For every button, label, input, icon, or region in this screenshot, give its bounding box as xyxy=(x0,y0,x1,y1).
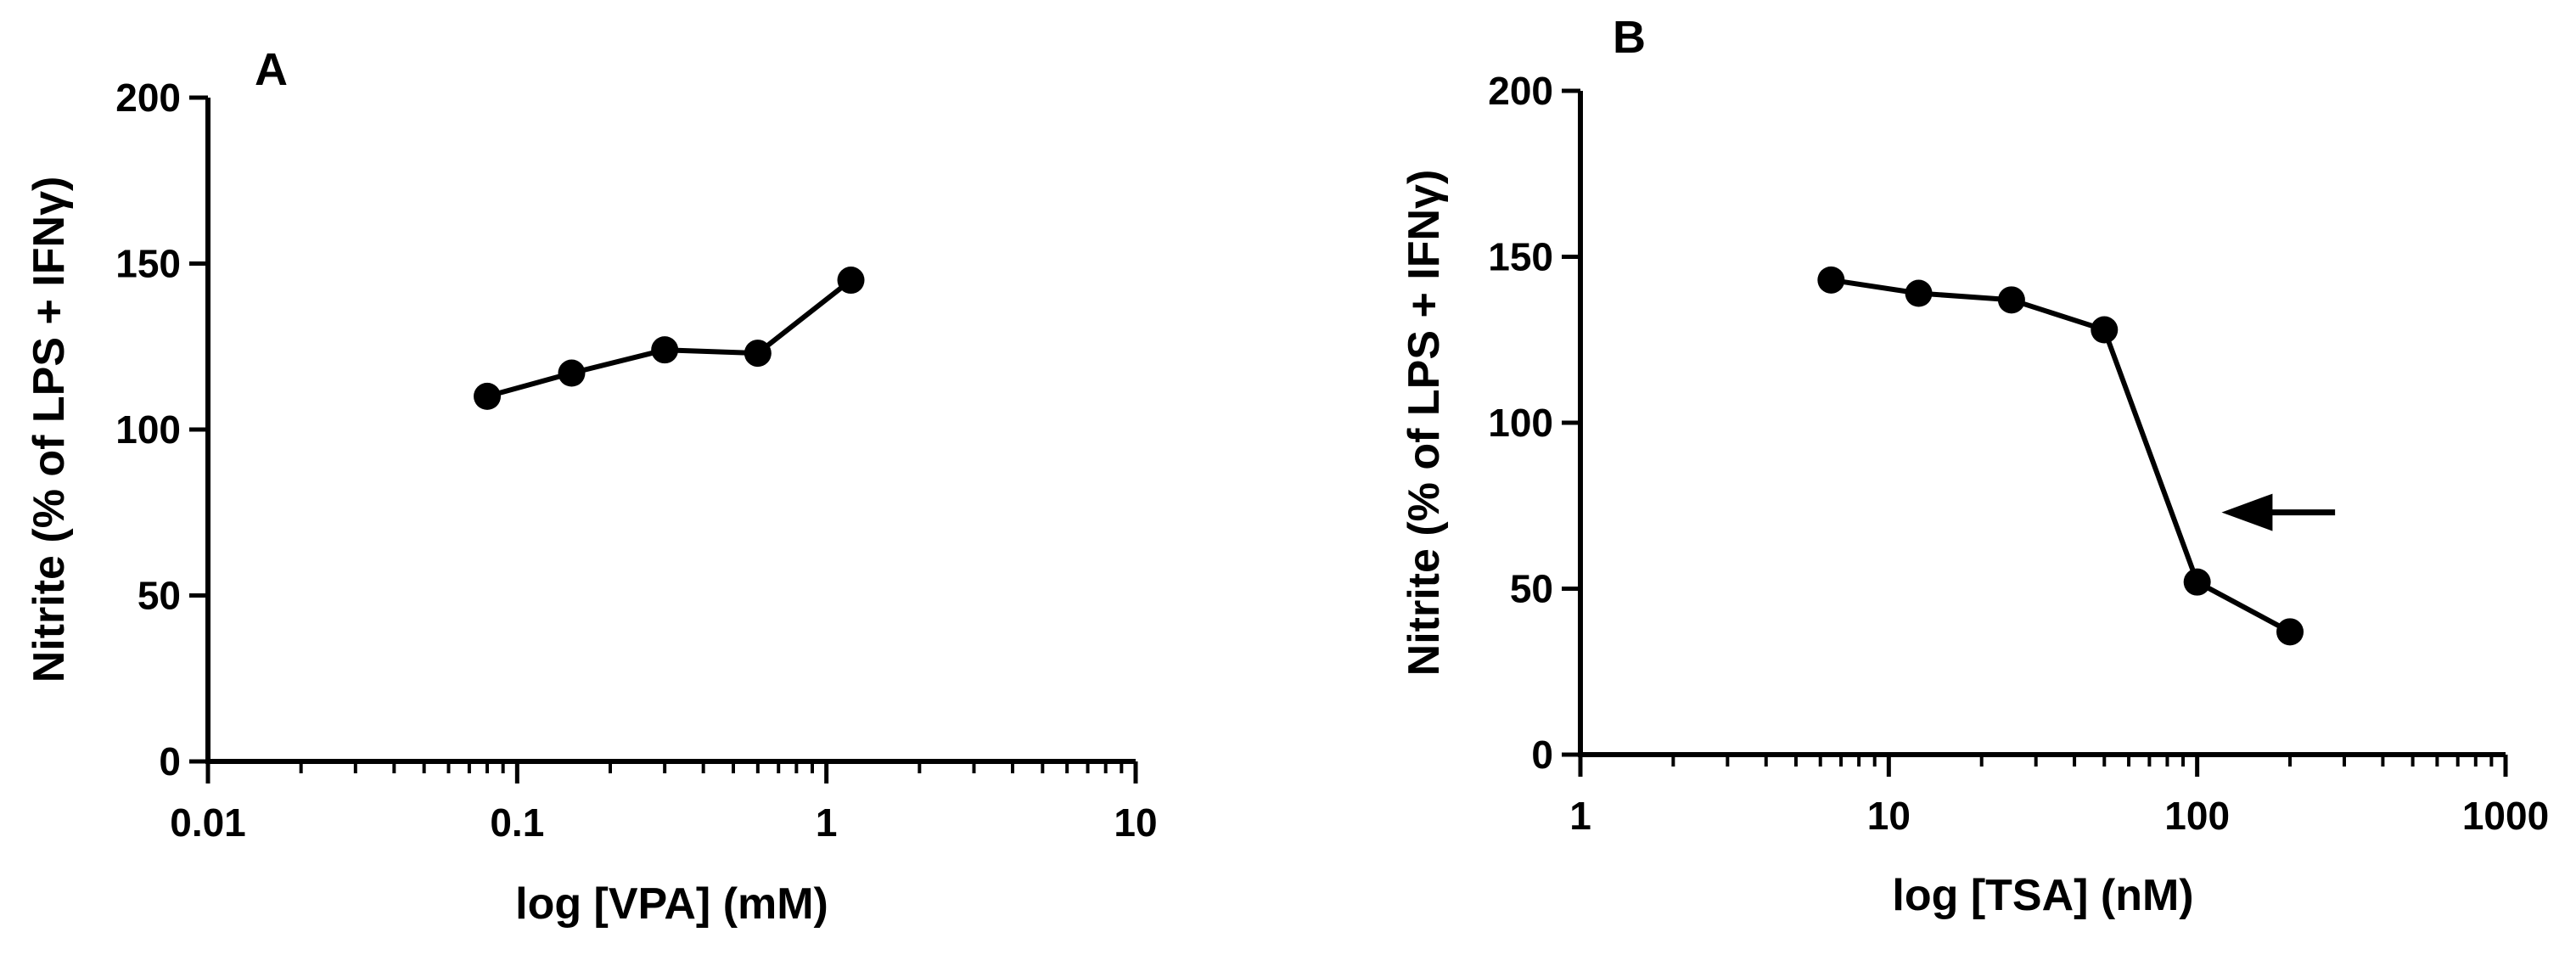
x-tick-label: 1000 xyxy=(2462,794,2549,838)
data-point xyxy=(1905,279,1933,307)
y-axis-label: Nitrite (% of LPS + IFNγ) xyxy=(1400,170,1449,677)
x-tick-label: 1 xyxy=(816,800,838,845)
y-tick-label: 50 xyxy=(1510,567,1553,611)
x-axis-label: log [TSA] (nM) xyxy=(1892,871,2193,920)
y-tick-label: 150 xyxy=(115,242,181,286)
data-point xyxy=(558,359,586,387)
x-axis-label: log [VPA] (mM) xyxy=(515,879,828,929)
y-tick-label: 100 xyxy=(1488,401,1553,445)
y-tick-label: 200 xyxy=(115,76,181,120)
arrow-head xyxy=(2221,493,2273,531)
data-point xyxy=(1997,286,2025,314)
x-tick-label: 0.1 xyxy=(490,800,544,845)
y-tick-label: 50 xyxy=(137,574,181,618)
y-tick-label: 200 xyxy=(1488,69,1553,113)
data-point xyxy=(744,340,772,368)
y-tick-label: 0 xyxy=(159,739,181,783)
data-point xyxy=(2276,618,2304,646)
series-line xyxy=(1830,277,2292,634)
y-tick-label: 150 xyxy=(1488,235,1553,279)
chart-panel-b: 0 50 100 150 200 1 10 100 1000 log [TSA] (nM) Nitr… xyxy=(1400,12,2549,920)
y-tick-label: 0 xyxy=(1531,733,1553,777)
y-tick-label: 100 xyxy=(115,407,181,452)
arrow-annotation xyxy=(2221,493,2336,531)
data-point xyxy=(837,267,865,295)
x-tick-label: 100 xyxy=(2164,794,2230,838)
y-axis-label: Nitrite (% of LPS + IFNγ) xyxy=(25,177,74,683)
data-point xyxy=(651,336,679,364)
x-tick-label: 1 xyxy=(1569,794,1591,838)
x-tick-label: 0.01 xyxy=(170,800,246,845)
data-point xyxy=(474,382,502,410)
x-tick-label: 10 xyxy=(1114,800,1157,845)
x-tick-label: 10 xyxy=(1867,794,1911,838)
data-point xyxy=(2091,316,2119,344)
data-point xyxy=(2183,568,2211,596)
data-point xyxy=(1817,266,1845,294)
panel-label: A xyxy=(255,44,288,95)
panel-label: B xyxy=(1613,12,1646,63)
chart-panel-a: 0 50 100 150 200 0.01 0.1 1 10 log [VPA] (mM) Nitr… xyxy=(25,44,1158,929)
